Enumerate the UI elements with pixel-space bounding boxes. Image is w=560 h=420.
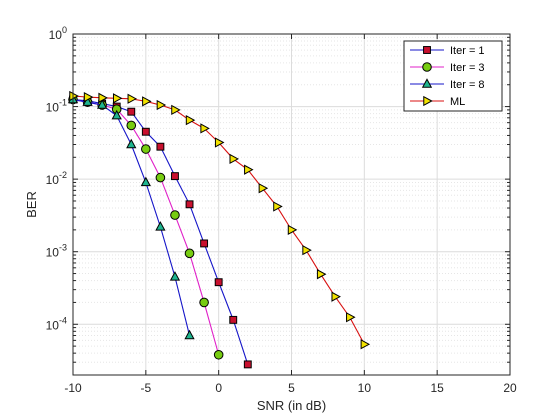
series-layer	[67, 90, 371, 369]
data-point	[243, 360, 252, 369]
data-point	[302, 245, 312, 256]
x-tick-label: -5	[140, 381, 151, 395]
legend-item: ML	[410, 95, 465, 108]
data-point	[98, 92, 108, 103]
y-axis-label: BER	[24, 191, 39, 218]
data-point	[127, 93, 138, 104]
data-point	[126, 120, 137, 131]
x-tick-label: -10	[64, 381, 82, 395]
data-point	[200, 123, 210, 134]
legend-label: Iter = 1	[450, 45, 485, 57]
data-point	[346, 312, 356, 323]
data-point	[185, 200, 194, 209]
data-point	[111, 109, 122, 120]
x-tick-label: 15	[430, 381, 444, 395]
data-point	[142, 96, 152, 107]
y-tick-label: 10-2	[46, 170, 67, 187]
data-point	[83, 91, 94, 103]
x-tick-label: 5	[288, 381, 295, 395]
data-point	[287, 224, 298, 236]
data-point	[156, 142, 165, 151]
data-point	[141, 127, 150, 136]
data-point	[141, 144, 151, 154]
data-point	[171, 172, 179, 181]
y-tick-label: 10-1	[46, 98, 67, 115]
data-point	[155, 172, 166, 183]
data-point	[316, 269, 327, 280]
axis-ticks: 100 10-1 10-2 10-3 10-4 -10 -5 0 5 10 15 20	[46, 25, 517, 395]
data-point	[360, 339, 371, 350]
data-point	[229, 153, 240, 165]
x-tick-label: 0	[215, 381, 222, 395]
series-4	[69, 90, 371, 350]
legend: Iter = 1 Iter = 3 Iter = 8 ML	[403, 40, 503, 112]
legend-label: Iter = 8	[450, 79, 485, 91]
legend-label: Iter = 3	[450, 62, 485, 74]
legend-marker	[422, 62, 432, 72]
data-point	[155, 221, 166, 231]
y-tick-label: 100	[49, 25, 67, 42]
legend-item: Iter = 8	[410, 78, 485, 91]
data-point	[112, 93, 123, 104]
data-point	[156, 99, 167, 111]
series-3	[67, 93, 195, 340]
data-point	[331, 291, 341, 302]
legend-box	[403, 40, 503, 112]
data-point	[213, 349, 224, 360]
data-point	[214, 278, 223, 287]
data-point	[184, 329, 195, 340]
data-point	[200, 239, 209, 248]
data-point	[184, 248, 195, 259]
data-point	[169, 271, 181, 281]
x-tick-label: 20	[503, 381, 517, 395]
legend-marker	[423, 95, 433, 107]
data-point	[69, 90, 79, 102]
legend-item: Iter = 1	[410, 45, 485, 57]
legend-item: Iter = 3	[410, 62, 485, 74]
data-point	[199, 297, 209, 308]
legend-label: ML	[450, 96, 465, 108]
data-point	[185, 115, 196, 126]
data-point	[127, 107, 136, 116]
data-point	[82, 96, 93, 106]
x-tick-label: 10	[358, 381, 372, 395]
data-point	[140, 176, 151, 187]
data-point	[229, 315, 238, 324]
data-point	[126, 138, 137, 149]
data-point	[258, 183, 269, 194]
data-point	[214, 137, 225, 148]
data-point	[244, 164, 254, 175]
data-point	[171, 104, 181, 116]
legend-marker	[421, 78, 433, 88]
x-axis-label: SNR (in dB)	[257, 398, 326, 413]
data-point	[273, 201, 283, 212]
y-tick-label: 10-4	[46, 315, 67, 332]
data-point	[170, 210, 180, 220]
data-point	[96, 99, 108, 109]
y-tick-label: 10-3	[46, 243, 67, 260]
legend-marker	[423, 46, 431, 54]
